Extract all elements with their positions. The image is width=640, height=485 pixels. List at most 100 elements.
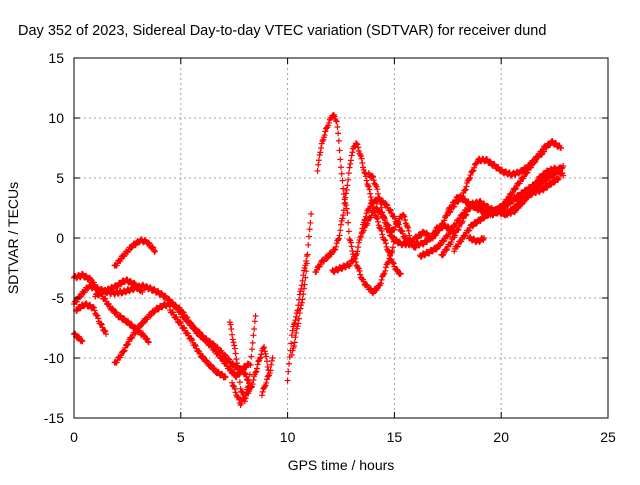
data-point bbox=[248, 353, 255, 360]
data-point bbox=[263, 353, 270, 360]
y-tick-label: 0 bbox=[56, 230, 64, 246]
data-point bbox=[339, 177, 346, 184]
data-point bbox=[295, 315, 302, 322]
data-point bbox=[456, 223, 463, 230]
data-point bbox=[440, 251, 447, 258]
data-point bbox=[348, 152, 355, 159]
data-point bbox=[228, 326, 235, 333]
data-point bbox=[313, 267, 320, 274]
data-point bbox=[221, 373, 228, 380]
data-point bbox=[358, 155, 365, 162]
data-point bbox=[317, 149, 324, 156]
data-point bbox=[339, 215, 346, 222]
data-point bbox=[249, 346, 255, 353]
data-point bbox=[459, 194, 466, 201]
data-point bbox=[382, 240, 389, 247]
data-point bbox=[335, 130, 342, 137]
data-point bbox=[101, 327, 108, 334]
data-point bbox=[249, 339, 256, 346]
data-point bbox=[145, 239, 152, 246]
data-point bbox=[183, 313, 190, 320]
data-point bbox=[253, 368, 260, 375]
data-point bbox=[463, 183, 470, 190]
data-point bbox=[192, 341, 199, 348]
data-point bbox=[242, 370, 249, 377]
data-point bbox=[441, 217, 448, 224]
data-point bbox=[294, 323, 301, 330]
data-point bbox=[199, 332, 206, 339]
data-point bbox=[340, 207, 347, 214]
data-point bbox=[231, 345, 238, 352]
data-point bbox=[333, 243, 340, 250]
data-point bbox=[367, 194, 374, 201]
data-point bbox=[303, 257, 310, 264]
data-point bbox=[298, 282, 305, 289]
data-point bbox=[558, 145, 565, 151]
data-point bbox=[305, 241, 312, 248]
data-series bbox=[487, 175, 562, 219]
data-point bbox=[292, 317, 299, 324]
data-point bbox=[342, 190, 349, 197]
data-point bbox=[256, 355, 263, 362]
data-point bbox=[429, 235, 436, 242]
x-tick-label: 10 bbox=[280, 429, 296, 445]
data-point bbox=[340, 185, 347, 192]
data-series bbox=[92, 276, 146, 300]
data-point bbox=[540, 148, 547, 155]
data-point bbox=[188, 321, 195, 328]
data-point bbox=[471, 164, 478, 171]
data-point bbox=[145, 339, 152, 346]
data-point bbox=[370, 177, 377, 184]
data-point bbox=[384, 202, 391, 209]
data-point bbox=[317, 261, 324, 268]
data-point bbox=[345, 228, 352, 235]
data-point bbox=[319, 138, 326, 145]
data-point bbox=[315, 161, 322, 168]
data-point bbox=[268, 361, 275, 368]
data-point bbox=[306, 226, 313, 233]
data-point bbox=[405, 227, 412, 234]
data-point bbox=[78, 337, 85, 344]
data-point bbox=[288, 332, 295, 339]
data-point bbox=[365, 182, 372, 189]
data-point bbox=[361, 169, 368, 176]
data-point bbox=[386, 249, 393, 256]
data-point bbox=[461, 187, 468, 194]
data-series bbox=[167, 306, 229, 381]
data-series bbox=[73, 300, 110, 337]
data-point bbox=[102, 328, 109, 335]
data-point bbox=[189, 337, 196, 344]
data-point bbox=[252, 369, 259, 376]
data-point bbox=[433, 230, 440, 237]
data-point bbox=[382, 237, 389, 244]
data-series bbox=[226, 313, 259, 405]
data-point bbox=[378, 210, 385, 217]
data-series bbox=[111, 236, 159, 269]
data-point bbox=[359, 159, 366, 166]
data-point bbox=[345, 170, 352, 177]
data-point bbox=[334, 123, 341, 130]
data-point bbox=[382, 264, 389, 271]
data-point bbox=[91, 307, 98, 314]
data-point bbox=[377, 209, 384, 216]
data-point bbox=[379, 231, 386, 238]
y-axis-label: SDTVAR / TECUs bbox=[5, 182, 21, 294]
data-point bbox=[445, 231, 452, 238]
data-point bbox=[440, 238, 447, 245]
data-point bbox=[291, 342, 298, 349]
data-point bbox=[251, 318, 258, 325]
data-point bbox=[470, 167, 477, 174]
data-point bbox=[414, 235, 421, 242]
data-point bbox=[229, 336, 236, 343]
data-point bbox=[336, 232, 343, 239]
data-point bbox=[203, 357, 210, 364]
data-point bbox=[179, 308, 186, 315]
data-point bbox=[412, 244, 419, 251]
data-point bbox=[90, 304, 97, 311]
grid-layer bbox=[74, 58, 608, 418]
data-series bbox=[312, 140, 404, 278]
data-point bbox=[385, 248, 392, 255]
data-point bbox=[560, 172, 567, 179]
data-point bbox=[117, 312, 124, 319]
